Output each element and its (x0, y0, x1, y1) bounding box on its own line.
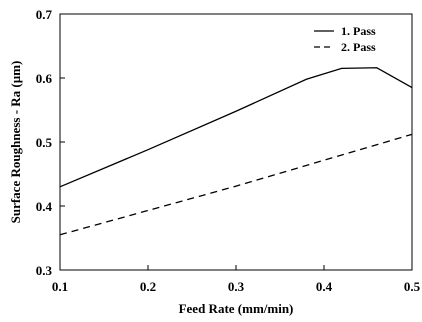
x-tick-label: 0.1 (52, 279, 68, 294)
x-tick-label: 0.2 (140, 279, 156, 294)
legend: 1. Pass 2. Pass (314, 24, 376, 54)
legend-label-1: 1. Pass (341, 24, 376, 38)
y-tick-label: 0.7 (36, 7, 53, 22)
legend-label-2: 2. Pass (341, 40, 376, 54)
series-lines (59, 67, 413, 236)
axis-ticks (59, 13, 413, 271)
y-tick-label: 0.5 (36, 135, 53, 150)
y-tick-label: 0.6 (36, 71, 53, 86)
x-axis-title: Feed Rate (mm/min) (179, 301, 294, 316)
y-tick-label: 0.4 (36, 199, 53, 214)
y-axis-title: Surface Roughness - Ra (µm) (8, 61, 23, 224)
y-tick-label: 0.3 (36, 263, 53, 278)
x-tick-label: 0.4 (316, 279, 333, 294)
x-tick-label: 0.3 (228, 279, 245, 294)
series-line-2 (59, 133, 413, 236)
series-line-1 (59, 67, 413, 188)
x-tick-label: 0.5 (404, 279, 421, 294)
axis-tick-labels: 0.1 0.2 0.3 0.4 0.5 0.3 0.4 0.5 0.6 0.7 (36, 7, 421, 294)
